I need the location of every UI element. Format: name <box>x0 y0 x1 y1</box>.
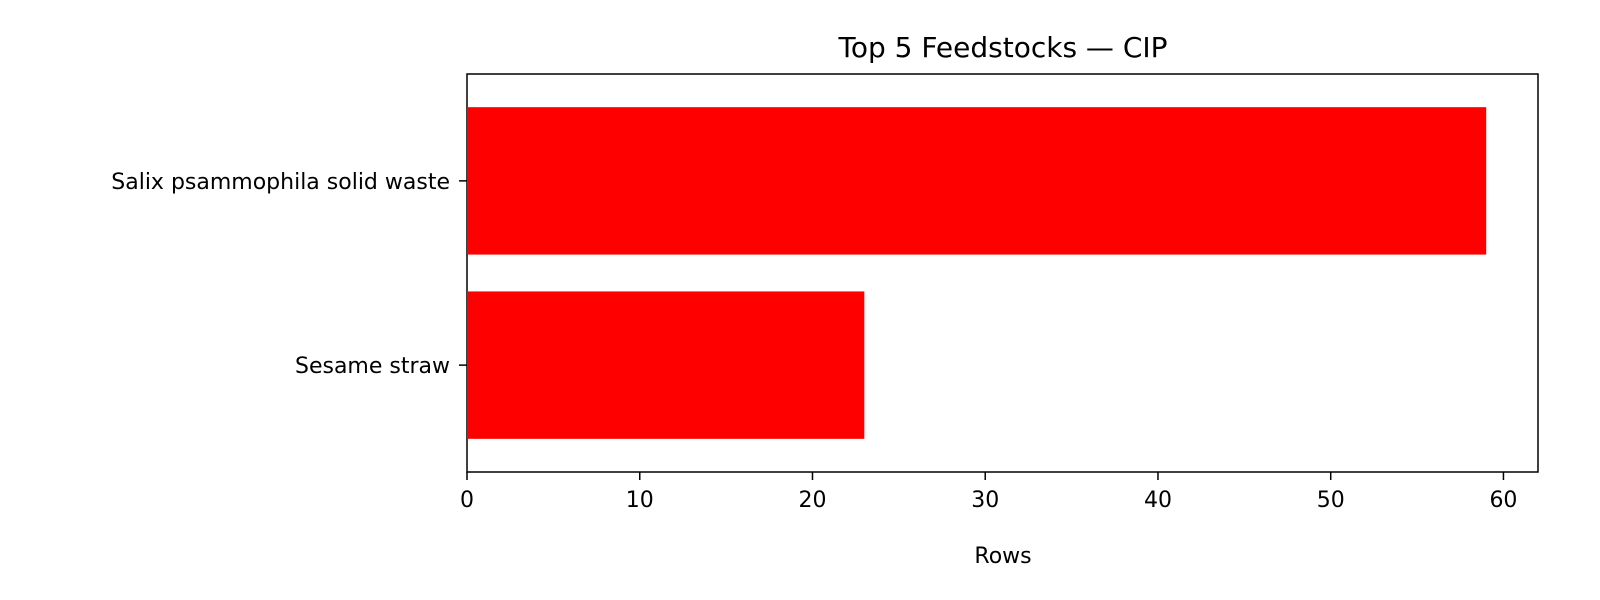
y-axis: Salix psammophila solid waste Sesame stra… <box>111 170 467 379</box>
x-tick-label: 30 <box>971 488 999 513</box>
x-axis: 0 10 20 30 40 50 60 <box>460 472 1517 513</box>
bar-1 <box>467 107 1487 255</box>
x-tick-label: 50 <box>1317 488 1345 513</box>
y-tick-label: Sesame straw <box>295 354 450 379</box>
x-tick-label: 0 <box>460 488 474 513</box>
x-axis-label: Rows <box>974 544 1031 569</box>
x-tick-label: 60 <box>1489 488 1517 513</box>
plot-area <box>466 73 1539 473</box>
x-tick-label: 20 <box>798 488 826 513</box>
bars <box>467 107 1487 439</box>
x-tick-label: 10 <box>626 488 654 513</box>
chart-title: Top 5 Feedstocks — CIP <box>837 31 1167 64</box>
plot-frame <box>466 73 1539 473</box>
y-tick-label: Salix psammophila solid waste <box>111 170 450 195</box>
bar-2 <box>467 291 865 439</box>
x-tick-label: 40 <box>1144 488 1172 513</box>
